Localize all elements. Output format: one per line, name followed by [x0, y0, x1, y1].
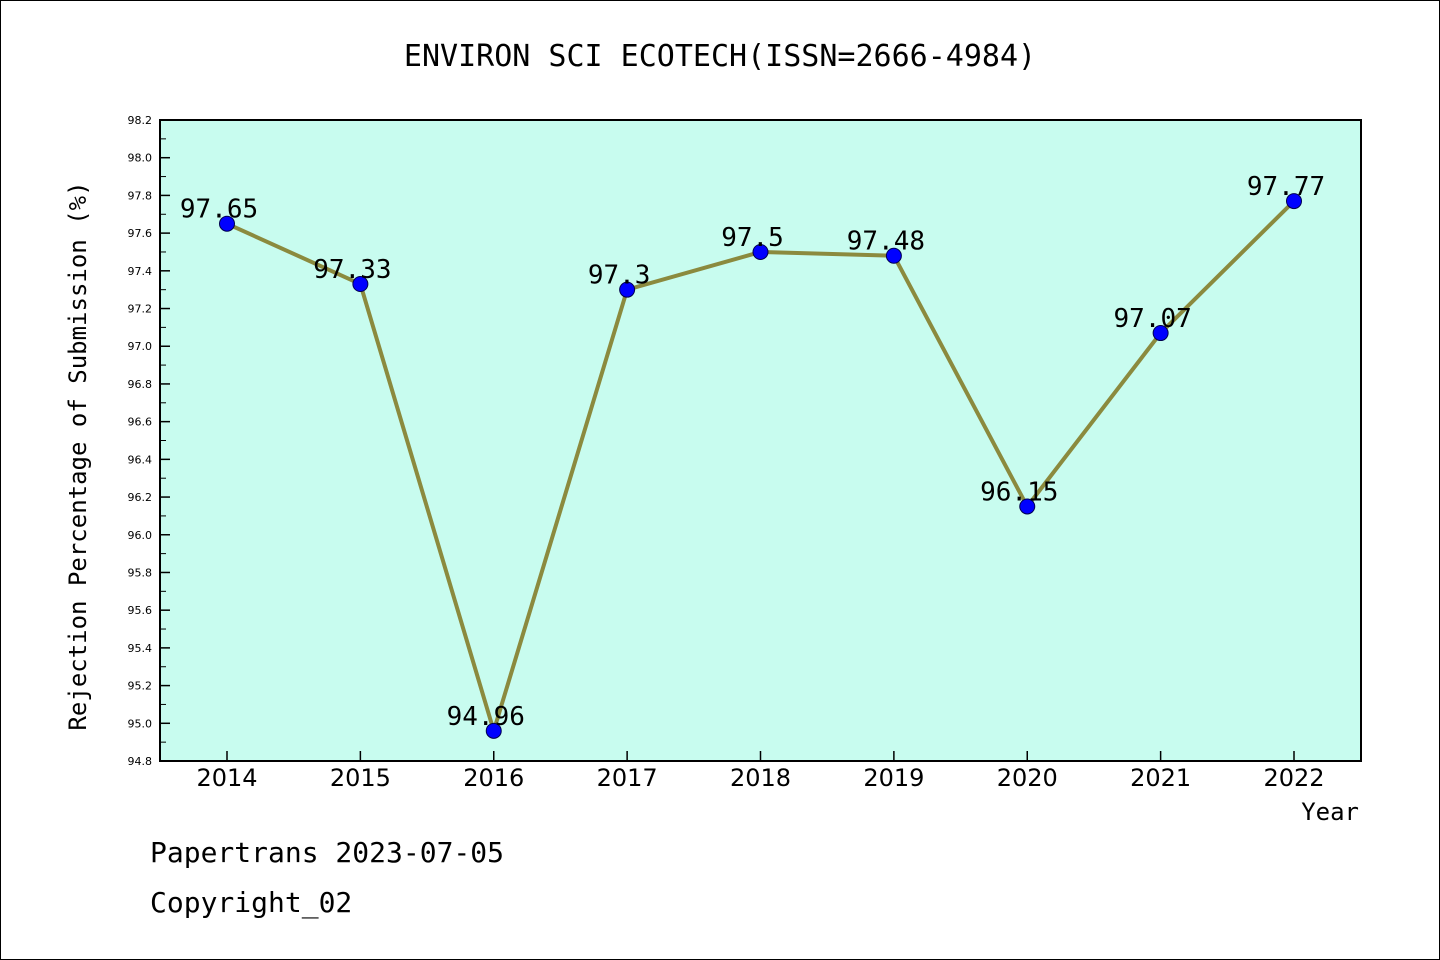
data-label: 97.48: [847, 227, 925, 257]
data-point: [619, 281, 636, 298]
data-point: [219, 215, 235, 232]
data-point: [485, 722, 502, 739]
y-tick-label: 95.6: [128, 604, 153, 617]
y-tick-label: 97.4: [128, 265, 153, 278]
x-tick-label: 2019: [863, 764, 924, 792]
x-tick-label: 2018: [730, 764, 791, 792]
data-point: [1286, 193, 1302, 210]
y-tick-label: 97.6: [128, 227, 153, 240]
y-axis: 94.8 95.0 95.2 95.4 95.6 95.8 96.0 96.2 96.4 96.6…: [128, 114, 170, 768]
y-tick-label: 96.2: [128, 491, 153, 504]
data-label: 97.5: [721, 223, 784, 253]
data-label: 97.33: [313, 255, 391, 285]
y-tick-label: 96.6: [128, 416, 153, 429]
data-point: [752, 243, 769, 260]
data-point: [1019, 498, 1036, 515]
data-label: 94.96: [447, 702, 525, 732]
data-point: [885, 247, 902, 264]
data-point: [1152, 325, 1169, 342]
x-tick-label: 2017: [597, 764, 658, 792]
data-label: 97.77: [1247, 172, 1325, 202]
x-tick-label: 2015: [330, 764, 391, 792]
data-labels: 97.65 97.33 94.96 97.3 97.5 97.48 96.15 97.07 97…: [180, 172, 1325, 732]
chart-title: ENVIRON SCI ECOTECH(ISSN=2666-4984): [404, 39, 1036, 74]
x-axis: 2014 2015 2016 2017 2018 2019 2020 2021 2022: [196, 751, 1325, 792]
data-label: 97.3: [588, 261, 651, 291]
x-tick-label: 2020: [997, 764, 1058, 792]
y-tick-label: 97.8: [128, 189, 153, 202]
y-tick-label: 95.8: [128, 566, 153, 579]
y-tick-label: 96.8: [128, 378, 153, 391]
y-tick-label: 98.2: [128, 114, 153, 127]
y-tick-label: 95.2: [128, 680, 153, 693]
y-tick-label: 97.2: [128, 303, 153, 316]
y-tick-label: 95.4: [128, 642, 153, 655]
x-tick-label: 2014: [196, 764, 257, 792]
y-axis-label: Rejection Percentage of Submission (%): [64, 181, 92, 730]
x-tick-label: 2021: [1130, 764, 1191, 792]
data-label: 96.15: [980, 477, 1058, 507]
y-tick-label: 95.0: [128, 717, 153, 730]
y-tick-label: 98.0: [128, 152, 153, 165]
data-point: [352, 276, 369, 293]
y-tick-label: 96.4: [128, 453, 153, 466]
y-tick-label: 94.8: [128, 755, 153, 768]
data-label: 97.65: [180, 195, 258, 225]
x-tick-label: 2022: [1263, 764, 1324, 792]
y-tick-label: 97.0: [128, 340, 153, 353]
x-axis-label: Year: [1301, 798, 1359, 826]
data-markers: [219, 193, 1302, 739]
x-tick-label: 2016: [463, 764, 524, 792]
plot-area: [159, 119, 1362, 762]
footer-copyright: Copyright_02: [150, 886, 353, 919]
data-label: 97.07: [1113, 304, 1191, 334]
y-tick-label: 96.0: [128, 529, 153, 542]
footer-date: Papertrans 2023-07-05: [150, 836, 505, 869]
